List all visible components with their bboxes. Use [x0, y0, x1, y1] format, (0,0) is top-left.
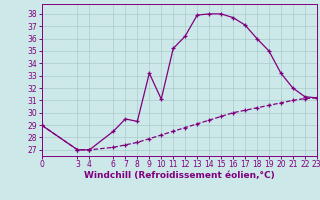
X-axis label: Windchill (Refroidissement éolien,°C): Windchill (Refroidissement éolien,°C) — [84, 171, 275, 180]
